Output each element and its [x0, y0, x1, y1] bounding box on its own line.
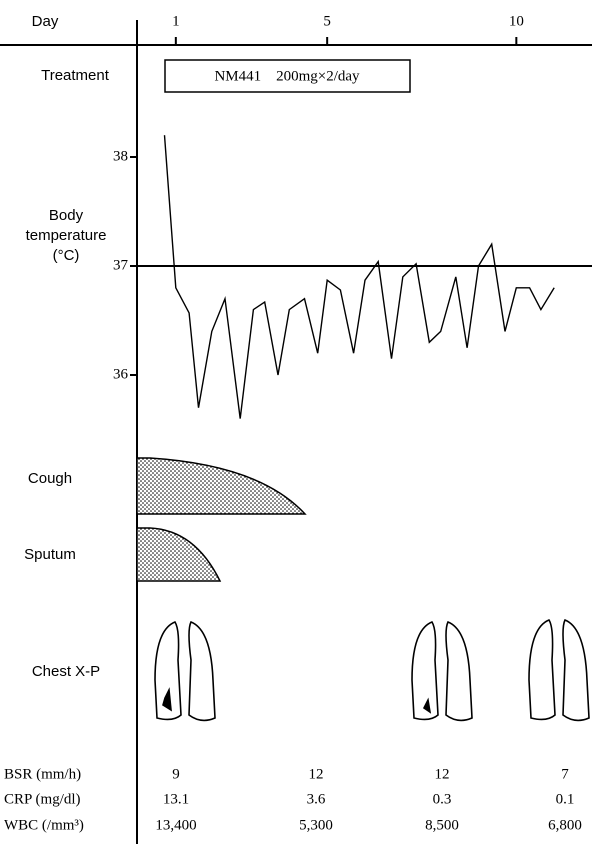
lab-value: 0.3 — [433, 791, 452, 807]
lung-drawing — [154, 620, 216, 722]
y-tick-label: 36 — [113, 366, 129, 382]
treatment-box — [164, 59, 411, 93]
cough-area — [136, 457, 307, 515]
chest-xp-label: Chest X-P — [32, 663, 100, 680]
y-axis-label: (°C) — [53, 247, 80, 264]
lab-value: 13,400 — [155, 817, 196, 833]
lab-value: 9 — [172, 766, 180, 782]
lab-value: 3.6 — [307, 791, 326, 807]
lab-value: 0.1 — [556, 791, 575, 807]
lab-value: 8,500 — [425, 817, 459, 833]
lung-drawing — [528, 618, 590, 722]
sputum-label: Sputum — [24, 546, 76, 563]
y-tick-label: 37 — [113, 257, 129, 273]
lab-label: CRP (mg/dl) — [4, 791, 81, 807]
y-axis-label: temperature — [26, 227, 107, 244]
x-tick-label: 1 — [172, 13, 180, 29]
lab-value: 7 — [561, 766, 569, 782]
lab-value: 5,300 — [299, 817, 333, 833]
y-axis-label: Body — [49, 207, 84, 224]
lab-label: WBC (/mm³) — [4, 817, 84, 833]
lab-value: 12 — [435, 766, 450, 782]
lung-drawing — [411, 620, 473, 722]
x-axis-label: Day — [32, 13, 59, 30]
lab-value: 6,800 — [548, 817, 582, 833]
x-tick-label: 10 — [509, 13, 524, 29]
temperature-line — [163, 135, 555, 419]
lab-value: 13.1 — [163, 791, 189, 807]
cough-label: Cough — [28, 470, 72, 487]
y-tick-label: 38 — [113, 148, 128, 164]
sputum-area — [136, 527, 222, 582]
treatment-text: NM441 200mg×2/day — [214, 68, 360, 84]
lab-label: BSR (mm/h) — [4, 766, 81, 782]
x-tick-label: 5 — [323, 13, 331, 29]
chest-xray-drawings — [154, 618, 590, 722]
lab-value: 12 — [309, 766, 324, 782]
treatment-label: Treatment — [41, 67, 110, 84]
